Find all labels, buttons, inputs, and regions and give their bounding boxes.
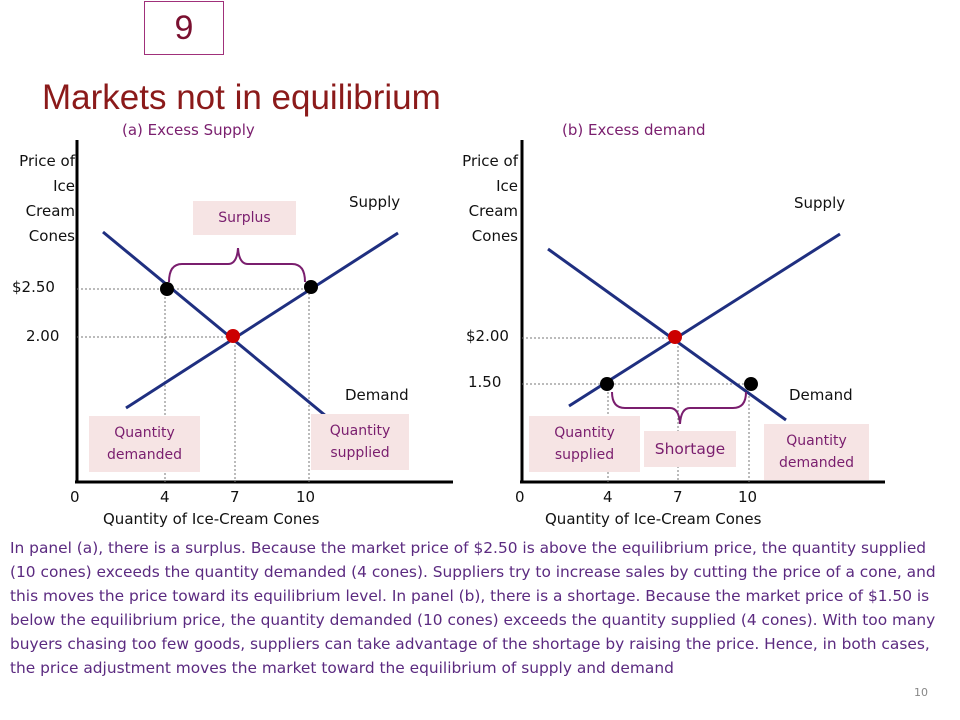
panel-a-x-tick-4: 4 [160,488,170,506]
panel-a-price-eq: 2.00 [26,327,60,345]
panel-b-shortage-box: Shortage [644,431,736,467]
panel-a-demanded-dot [160,282,174,296]
panel-a-x-label: Quantity of Ice-Cream Cones [103,510,320,528]
panel-b-supply-curve [568,232,841,408]
panel-a-y-label-line-1: Price of [19,152,75,170]
panel-a-demand-label: Demand [345,386,409,404]
panel-b-subtitle: (b) Excess demand [562,121,706,139]
panel-b-shortage-brace [611,391,747,425]
page-number: 10 [914,686,928,699]
slide-title: Markets not in equilibrium [42,78,441,117]
panel-b-price-low: 1.50 [468,373,502,391]
panel-a-y-label: Price of Ice Cream Cones [5,149,75,249]
panel-a-y-label-line-4: Cones [28,227,75,245]
panel-a-quantity-supplied-box: Quantity supplied [311,414,409,470]
panel-b-demanded-dot [744,377,758,391]
panel-b-x-tick-10: 10 [738,488,758,506]
panel-a-supply-curve [125,231,399,410]
panel-b-supply-label: Supply [794,194,846,212]
panel-b-price-eq: $2.00 [466,327,509,345]
panel-b-demand-curve [547,247,787,422]
panel-a-y-label-line-2: Ice [53,177,75,195]
panel-a-supply-label: Supply [349,193,401,211]
panel-b-y-label-line-4: Cones [471,227,518,245]
panel-b-y-label-line-1: Price of [462,152,518,170]
panel-b-x-tick-4: 4 [603,488,613,506]
panel-b-y-label-line-3: Cream [468,202,518,220]
panel-a-x-tick-7: 7 [230,488,240,506]
panel-b-equilibrium-dot [668,330,682,344]
panel-a-y-label-line-3: Cream [25,202,75,220]
panel-b-demand-label: Demand [789,386,853,404]
panel-b-quantity-supplied-box: Quantity supplied [529,416,640,472]
panel-a-surplus-brace [168,247,306,283]
panel-a-subtitle: (a) Excess Supply [122,121,255,139]
slide-number-box: 9 [144,1,224,55]
panel-a-supplied-dot [304,280,318,294]
panel-b-x-tick-7: 7 [673,488,683,506]
panel-a-price-high: $2.50 [12,278,55,296]
panel-b-x-tick-0: 0 [515,488,525,506]
panel-b-x-label: Quantity of Ice-Cream Cones [545,510,762,528]
description-text: In panel (a), there is a surplus. Becaus… [10,539,936,677]
panel-a-x-tick-10: 10 [296,488,316,506]
panel-a-surplus-box: Surplus [193,201,296,235]
panel-b-y-label: Price of Ice Cream Cones [448,149,518,249]
panel-b-y-label-line-2: Ice [496,177,518,195]
panel-a-equilibrium-dot [226,329,240,343]
panel-b-quantity-demanded-box: Quantity demanded [764,424,869,480]
panel-b-supplied-dot [600,377,614,391]
panel-a-quantity-demanded-box: Quantity demanded [89,416,200,472]
panel-a-x-tick-0: 0 [70,488,80,506]
